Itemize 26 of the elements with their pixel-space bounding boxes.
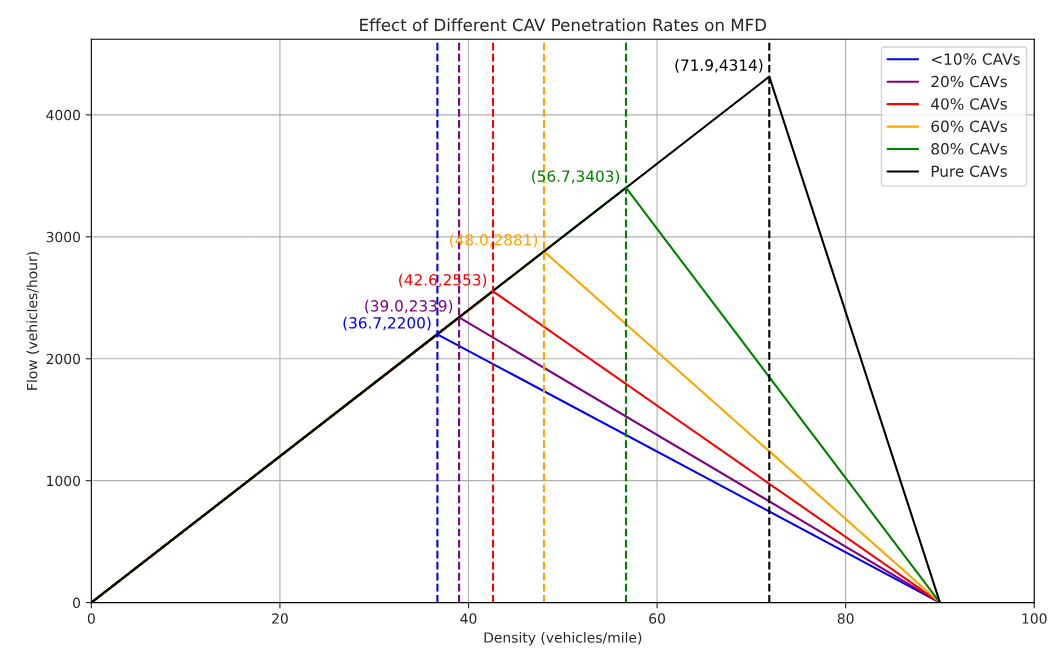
y-tick-label: 0: [73, 597, 81, 609]
y-tick-label: 4000: [46, 109, 81, 121]
legend-label: 80% CAVs: [931, 143, 1007, 155]
legend-label: 60% CAVs: [931, 120, 1007, 133]
annotation: (71.9,4314): [675, 59, 763, 73]
x-tick-label: 20: [272, 613, 288, 624]
annotation: (36.7,2200): [343, 316, 431, 331]
legend-label: <10% CAVs: [931, 53, 1020, 65]
annotation: (39.0,2339): [365, 299, 453, 314]
legend-label: 20% CAVs: [931, 75, 1007, 88]
y-tick-label: 1000: [47, 475, 81, 487]
annotation: (48.0,2881): [450, 233, 538, 248]
x-tick-label: 40: [460, 613, 477, 624]
legend-label: 40% CAVs: [931, 98, 1007, 110]
x-tick-label: 100: [1022, 613, 1047, 624]
x-axis-title: Density (vehicles/mile): [484, 632, 642, 646]
x-tick-label: 80: [837, 613, 854, 624]
chart-title: Effect of Different CAV Penetration Rates on MFD: [360, 18, 767, 32]
annotation: (56.7,3403): [532, 170, 620, 184]
y-tick-label: 3000: [46, 231, 81, 243]
y-tick-label: 2000: [46, 353, 81, 365]
x-tick-label: 0: [87, 613, 95, 624]
x-tick-label: 60: [649, 613, 665, 624]
y-axis-title: Flow (vehicles/hour): [26, 252, 39, 390]
annotation: (42.6,2553): [399, 273, 487, 288]
legend-label: Pure CAVs: [931, 165, 1007, 177]
